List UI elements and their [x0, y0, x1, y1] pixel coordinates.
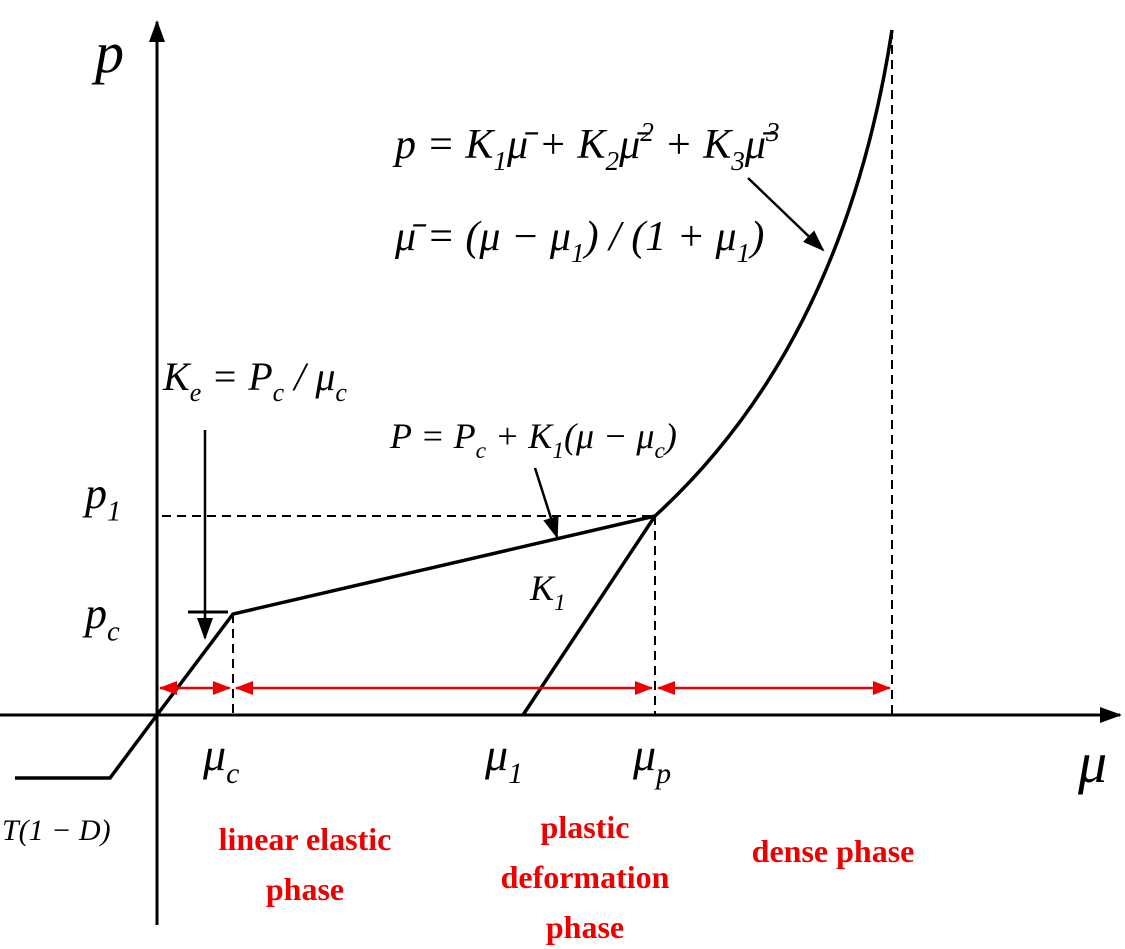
phase-label: linear elastic	[219, 821, 392, 857]
math-text: )	[748, 214, 764, 260]
subscript: c	[476, 438, 487, 464]
subscript: 2	[605, 146, 619, 176]
subscript: 1	[571, 238, 585, 268]
math-text: p = K	[392, 122, 495, 168]
math-label: p	[91, 20, 124, 85]
subscript: p	[654, 757, 671, 790]
phase-label: deformation	[501, 859, 670, 895]
math-text: p	[82, 589, 107, 638]
math-text: K	[162, 354, 192, 399]
subscript: c	[226, 757, 239, 790]
math-text: / μ	[284, 354, 335, 399]
math-text: μ̄ + K	[506, 122, 607, 168]
superscript: 2	[640, 117, 654, 147]
math-label: μ1	[484, 729, 523, 790]
subscript: c	[335, 378, 347, 407]
math-text: μ	[1077, 730, 1107, 795]
math-label: p = K1μ̄ + K2μ̄2 + K3μ̄3	[392, 117, 780, 176]
pointer	[747, 177, 825, 252]
superscript: 3	[765, 117, 780, 147]
subscript: e	[190, 378, 202, 407]
phase-label: plastic	[541, 809, 630, 845]
math-text: ) / (1 + μ	[583, 214, 737, 260]
pointer	[533, 467, 559, 539]
math-text: μ	[484, 729, 508, 780]
subscript: c	[654, 438, 665, 464]
math-text: p	[82, 469, 107, 518]
math-label: T(1 − D)	[2, 814, 111, 847]
math-label: μp	[632, 729, 671, 790]
math-text: = P	[201, 354, 272, 399]
math-text: P = P	[389, 416, 476, 456]
subscript: 1	[508, 757, 523, 790]
dense-curve	[653, 29, 894, 518]
math-label: μ	[1077, 730, 1107, 795]
math-text: )	[663, 416, 677, 456]
phase-label: phase	[546, 909, 624, 945]
math-text: (μ − μ	[564, 416, 654, 456]
math-label: p1	[82, 469, 121, 527]
math-text: μ	[202, 729, 226, 780]
math-label: K1	[529, 568, 566, 616]
axes	[0, 20, 1122, 925]
math-label: μc	[202, 729, 239, 790]
subscript: 1	[737, 238, 751, 268]
subscript: 3	[730, 146, 745, 176]
subscript: 1	[493, 146, 507, 176]
subscript: 1	[107, 496, 121, 527]
subscript: c	[273, 378, 285, 407]
phase-label: dense phase	[752, 833, 915, 869]
math-text: K	[529, 568, 556, 608]
math-text: p	[91, 20, 124, 85]
pointers	[197, 177, 825, 640]
math-text: T(1 − D)	[2, 814, 111, 847]
subscript: 1	[554, 590, 566, 616]
math-label: pc	[82, 589, 120, 647]
math-label: μ̄ = (μ − μ1) / (1 + μ1)	[394, 214, 764, 268]
curve-line	[15, 514, 656, 780]
math-text: + K	[654, 122, 733, 168]
unload-line	[521, 515, 657, 716]
math-label: P = Pc + K1(μ − μc)	[389, 416, 677, 464]
math-text: μ̄ = (μ − μ	[394, 214, 571, 260]
math-label: Ke = Pc / μc	[162, 354, 347, 407]
math-text: + K	[486, 416, 554, 456]
subscript: c	[107, 616, 120, 647]
phase-label: phase	[266, 871, 344, 907]
subscript: 1	[552, 438, 564, 464]
math-text: μ	[632, 729, 656, 780]
guides	[162, 30, 893, 715]
